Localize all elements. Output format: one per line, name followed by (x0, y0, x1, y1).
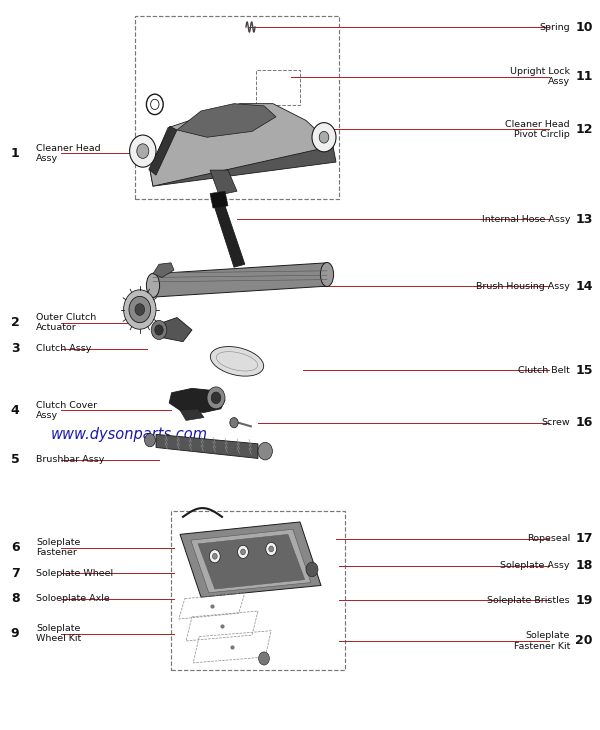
Text: Soleplate Assy: Soleplate Assy (500, 561, 570, 570)
Circle shape (135, 304, 145, 315)
Circle shape (266, 542, 277, 556)
Circle shape (130, 135, 156, 167)
Polygon shape (153, 263, 174, 277)
Ellipse shape (320, 263, 334, 287)
Text: Internal Hose Assy: Internal Hose Assy (482, 215, 570, 223)
Text: Soleplate Wheel: Soleplate Wheel (36, 569, 113, 577)
Polygon shape (177, 104, 276, 137)
Bar (135, 16, 339, 199)
Text: Clutch Cover
Assy: Clutch Cover Assy (36, 401, 97, 420)
Polygon shape (180, 409, 204, 420)
Text: 9: 9 (11, 627, 19, 640)
Circle shape (209, 550, 220, 563)
Text: Brushbar Assy: Brushbar Assy (36, 456, 104, 464)
Polygon shape (198, 534, 305, 589)
Text: 7: 7 (11, 566, 20, 580)
Text: 14: 14 (575, 280, 593, 293)
Text: 8: 8 (11, 592, 19, 605)
Polygon shape (149, 126, 177, 175)
Text: Clutch Belt: Clutch Belt (518, 366, 570, 374)
Bar (171, 511, 345, 670)
Text: www.dysonparts.com: www.dysonparts.com (51, 427, 208, 442)
Text: Upright Lock
Assy: Upright Lock Assy (510, 67, 570, 86)
Polygon shape (210, 170, 237, 195)
Polygon shape (180, 522, 321, 597)
Circle shape (269, 546, 274, 552)
Text: 1: 1 (11, 147, 20, 160)
Text: 6: 6 (11, 541, 19, 554)
Circle shape (129, 296, 151, 323)
Circle shape (212, 553, 217, 559)
Circle shape (151, 320, 167, 339)
Polygon shape (210, 191, 228, 208)
Text: 20: 20 (575, 634, 593, 648)
Text: Ropeseal: Ropeseal (527, 534, 570, 543)
Text: Soloeplate Axle: Soloeplate Axle (36, 594, 110, 603)
Text: 17: 17 (575, 532, 593, 545)
Polygon shape (150, 104, 333, 186)
Text: Soleplate
Fastener Kit: Soleplate Fastener Kit (514, 631, 570, 650)
Text: Soleplate Bristles: Soleplate Bristles (487, 596, 570, 604)
Text: 5: 5 (11, 453, 20, 466)
Circle shape (238, 545, 248, 558)
Circle shape (312, 123, 336, 152)
Circle shape (124, 290, 156, 329)
Text: Spring: Spring (539, 23, 570, 31)
Text: 4: 4 (11, 404, 20, 417)
Text: 2: 2 (11, 316, 20, 329)
Polygon shape (156, 434, 258, 458)
Text: 12: 12 (575, 123, 593, 136)
Circle shape (211, 392, 221, 404)
Circle shape (258, 442, 272, 460)
Circle shape (259, 652, 269, 665)
Circle shape (145, 434, 155, 447)
Text: 3: 3 (11, 342, 19, 356)
Polygon shape (191, 529, 311, 593)
Text: Screw: Screw (541, 418, 570, 427)
Text: 16: 16 (575, 416, 593, 429)
Text: 19: 19 (575, 593, 593, 607)
Text: dyson: dyson (186, 149, 205, 153)
Ellipse shape (211, 347, 263, 376)
Text: 13: 13 (575, 212, 593, 226)
Text: 10: 10 (575, 20, 593, 34)
Polygon shape (214, 206, 245, 267)
Polygon shape (153, 318, 192, 342)
Ellipse shape (146, 273, 160, 298)
Polygon shape (150, 146, 336, 186)
Text: Cleaner Head
Pivot Circlip: Cleaner Head Pivot Circlip (505, 120, 570, 139)
Text: 11: 11 (575, 70, 593, 83)
Text: Soleplate
Fastener: Soleplate Fastener (36, 538, 80, 557)
Text: Cleaner Head
Assy: Cleaner Head Assy (36, 144, 101, 163)
Circle shape (137, 144, 149, 158)
Polygon shape (153, 263, 327, 297)
Text: Brush Housing Assy: Brush Housing Assy (476, 282, 570, 291)
Circle shape (319, 131, 329, 143)
Circle shape (241, 549, 245, 555)
Circle shape (155, 325, 163, 335)
Polygon shape (169, 388, 225, 412)
Circle shape (207, 387, 225, 409)
Text: Soleplate
Wheel Kit: Soleplate Wheel Kit (36, 624, 81, 643)
Bar (256, 70, 300, 105)
Circle shape (306, 562, 318, 577)
Text: Outer Clutch
Actuator: Outer Clutch Actuator (36, 313, 96, 332)
Text: 18: 18 (575, 559, 593, 572)
Text: 15: 15 (575, 364, 593, 377)
Text: Clutch Assy: Clutch Assy (36, 345, 91, 353)
Circle shape (230, 418, 238, 428)
